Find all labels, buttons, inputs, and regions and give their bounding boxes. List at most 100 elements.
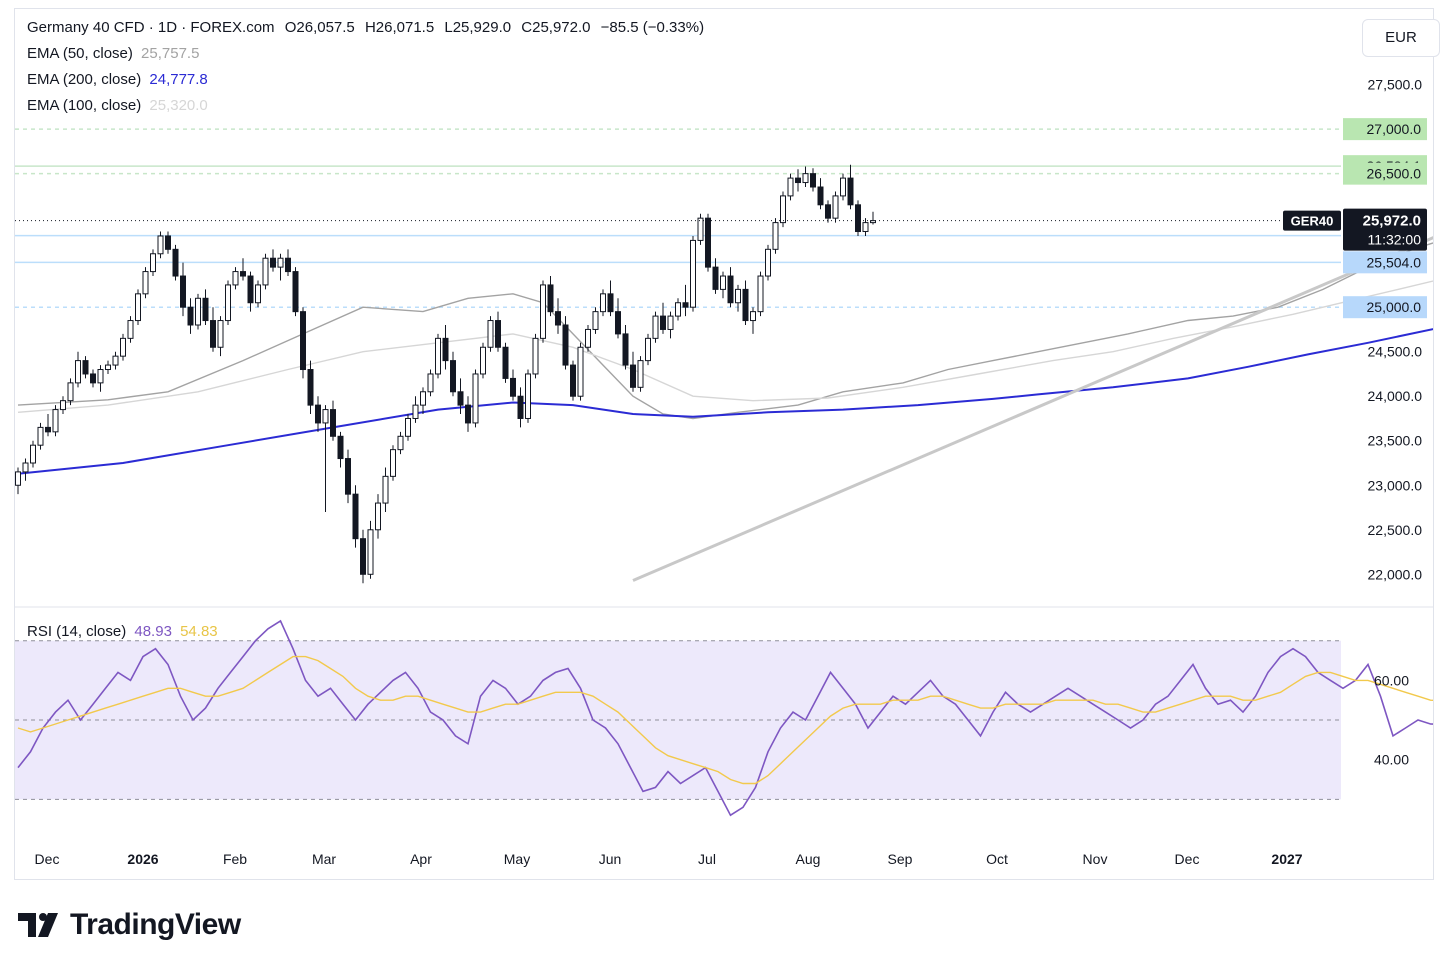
candle-body [637, 360, 644, 388]
tradingview-logo[interactable]: TradingView [18, 905, 241, 945]
candle-body [390, 449, 396, 477]
candle-body [720, 275, 726, 290]
indicator-ema200[interactable]: EMA (200, close) 24,777.8 [27, 67, 710, 93]
candle-body [337, 435, 344, 460]
candle-body [180, 275, 186, 308]
candle-body [847, 177, 854, 206]
indicator-ema50[interactable]: EMA (50, close) 25,757.5 [27, 41, 710, 67]
time-tick-label: May [504, 851, 530, 867]
candle-body [60, 400, 66, 411]
time-tick-label: Jun [599, 851, 622, 867]
time-tick-label: Oct [986, 851, 1008, 867]
trend-line[interactable] [632, 227, 1433, 582]
candle-body [22, 462, 29, 473]
candle-body [382, 475, 389, 504]
time-tick-label: Nov [1083, 851, 1108, 867]
indicator-label: EMA (200, close) [27, 71, 142, 88]
rsi-line[interactable] [17, 619, 1433, 817]
candle-body [712, 266, 719, 290]
candle-body [30, 444, 36, 464]
candle-body [795, 177, 801, 184]
candle-body [457, 391, 464, 406]
time-tick-label: Dec [35, 851, 60, 867]
rsi-legend[interactable]: RSI (14, close) 48.93 54.83 [27, 619, 218, 645]
candle-body [450, 360, 456, 393]
time-tick-label: 2027 [1271, 851, 1302, 867]
candle-body [37, 426, 44, 446]
candle-body [442, 337, 449, 362]
candle-body [270, 257, 276, 268]
level-tag-label: 25,504.0 [1367, 254, 1422, 270]
candle-body [262, 257, 269, 286]
candle-body [210, 320, 216, 348]
currency-button[interactable]: EUR [1362, 19, 1440, 57]
price-tick-label: 23,000.0 [1368, 477, 1423, 493]
candle-body [240, 271, 246, 277]
symbol-title[interactable]: Germany 40 CFD · 1D · FOREX.com [27, 19, 275, 36]
candle-body [232, 271, 239, 286]
candle-body [157, 235, 164, 255]
candle-body [577, 346, 584, 397]
candle-body [810, 173, 816, 188]
rsi-ma-line[interactable] [17, 655, 1433, 785]
candle-body [727, 275, 734, 304]
candle-body [15, 471, 21, 486]
candle-body [112, 355, 119, 366]
candle-body [652, 315, 659, 339]
last-price-tag[interactable] [1343, 208, 1427, 251]
candle-body [645, 337, 651, 362]
candle-body [285, 257, 291, 273]
candle-body [90, 373, 96, 384]
candle-body [487, 320, 494, 348]
candle-body [480, 346, 486, 375]
candle-body [667, 315, 674, 330]
candle-body [187, 306, 194, 326]
candle-body [195, 297, 201, 326]
price-tick-label: 27,500.0 [1368, 77, 1423, 93]
candle-body [735, 288, 741, 304]
symbol-tag[interactable] [1283, 210, 1341, 231]
indicator-label: EMA (50, close) [27, 45, 133, 62]
candle-body [172, 248, 179, 277]
level-tag-label: 26,500.0 [1367, 166, 1422, 182]
level-tag[interactable] [1343, 162, 1427, 185]
candle-body [855, 204, 861, 233]
chart-frame[interactable]: 27,500.0 24,500.0 24,000.0 23,500.0 23,000.0… [14, 8, 1440, 880]
candle-body [705, 217, 711, 268]
rsi-ma-value: 54.83 [180, 623, 218, 640]
candle-body [600, 293, 606, 313]
candle-body [315, 404, 321, 424]
ohlc-row: Germany 40 CFD · 1D · FOREX.com O26,057.… [27, 15, 710, 41]
candle-body [45, 426, 51, 433]
candle-body [322, 409, 329, 424]
time-tick-label: Sep [888, 851, 913, 867]
candle-body [502, 346, 509, 379]
candle-body [255, 284, 261, 304]
chart-canvas[interactable]: 27,500.0 24,500.0 24,000.0 23,500.0 23,000.0… [15, 9, 1433, 879]
candle-body [517, 395, 524, 419]
indicator-ema100[interactable]: EMA (100, close) 25,320.0 [27, 93, 710, 119]
level-tag[interactable] [1343, 118, 1427, 141]
candle-body [330, 409, 336, 437]
rsi-tick-label: 40.00 [1374, 752, 1409, 768]
candle-body [435, 337, 441, 375]
candle-body [412, 404, 419, 419]
candle-body [247, 275, 254, 304]
candle-body [615, 311, 621, 335]
candle-body [592, 311, 599, 330]
indicator-label: EMA (100, close) [27, 97, 142, 114]
candle-body [405, 417, 411, 437]
candle-body [750, 311, 756, 322]
candle-body [832, 195, 839, 219]
ema-line [17, 242, 1433, 420]
candle-body [682, 302, 689, 308]
indicator-value: 24,777.8 [149, 71, 208, 88]
level-tag[interactable] [1343, 251, 1427, 274]
candle-body [135, 293, 141, 322]
candle-body [607, 293, 614, 313]
indicator-value: 25,320.0 [149, 97, 208, 114]
candle-body [97, 369, 104, 384]
level-tag-label: 25,000.0 [1367, 299, 1422, 315]
candle-body [547, 284, 554, 313]
level-tag[interactable] [1343, 296, 1427, 319]
